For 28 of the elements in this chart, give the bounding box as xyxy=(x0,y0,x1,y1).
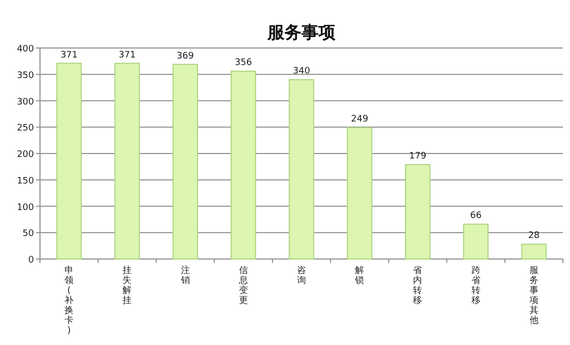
x-tick-label: 解锁 xyxy=(354,265,364,286)
x-tick-label: 跨省转移 xyxy=(471,265,480,306)
y-tick-label: 250 xyxy=(16,124,34,134)
y-tick-label: 0 xyxy=(28,256,34,266)
x-tick-label: 服务事项其他 xyxy=(529,266,538,326)
x-tick-label: 注销 xyxy=(180,265,190,286)
y-tick-label: 350 xyxy=(16,70,34,81)
y-tick-label: 300 xyxy=(16,97,34,108)
x-tick-label: 咨询 xyxy=(297,265,306,286)
data-label: 249 xyxy=(351,114,368,125)
data-label: 28 xyxy=(528,231,540,242)
data-label: 66 xyxy=(470,211,482,222)
data-label: 369 xyxy=(176,51,194,62)
y-tick-label: 50 xyxy=(22,229,34,240)
y-tick-label: 100 xyxy=(16,202,34,213)
data-label: 179 xyxy=(409,152,427,162)
y-tick-label: 150 xyxy=(16,176,34,186)
y-tick-label: 400 xyxy=(16,44,34,54)
chart-title: 服务事项 xyxy=(266,23,336,43)
data-label: 356 xyxy=(234,58,252,68)
x-tick-label: 省内转移 xyxy=(413,265,422,306)
x-tick-label: 信息变更 xyxy=(238,265,248,306)
x-tick-label: 挂失解挂 xyxy=(122,265,132,306)
x-tick-label: 申领(补换卡) xyxy=(64,265,74,336)
data-label: 340 xyxy=(292,66,310,77)
data-label: 371 xyxy=(118,50,136,60)
data-label: 371 xyxy=(60,50,78,60)
y-tick-label: 200 xyxy=(16,150,34,160)
